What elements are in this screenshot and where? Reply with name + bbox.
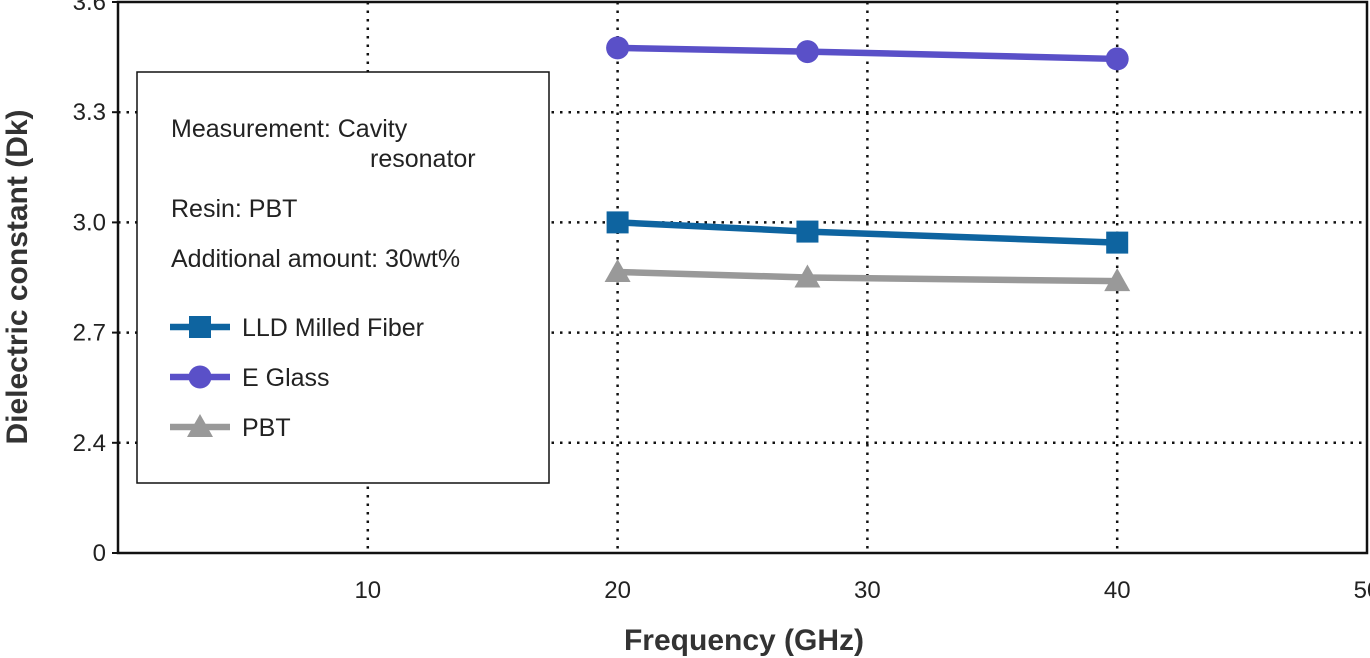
series-0 [606,211,1129,254]
legend: Measurement: Cavity resonator Resin: PBT… [136,71,550,484]
plot-area-frame [116,0,1369,555]
legend-entries: LLD Milled Fiber E Glass PBT [170,314,424,442]
legend-box [136,71,550,484]
y-tick-label-0: 0 [93,540,106,567]
y-axis-title: Dielectric constant (Dk) [1,109,34,444]
legend-note-measurement: Measurement: Cavity [171,115,408,143]
legend-note-resin: Resin: PBT [171,195,297,223]
legend-label-0: LLD Milled Fiber [242,314,424,342]
legend-note-amount: Additional amount: 30wt% [171,245,460,273]
series-2 [604,258,1131,292]
data-point-0-2 [1106,231,1129,254]
data-point-0-1 [796,220,819,243]
x-tick-label-20: 20 [604,577,631,604]
y-tick-label-2.4: 2.4 [73,430,106,457]
data-point-2-1 [794,264,821,288]
data-point-2-0 [604,258,631,282]
legend-note-measurement-cont: resonator [370,145,476,173]
series-line-2 [617,268,1118,285]
x-axis-title: Frequency (GHz) [624,624,864,657]
x-tick-label-40: 40 [1104,577,1131,604]
data-point-0-0 [606,211,629,234]
data-point-1-0 [606,36,630,60]
series-1 [606,36,1129,71]
legend-marker-0 [189,316,211,338]
y-tick-label-3.3: 3.3 [73,99,106,126]
y-axis-ticks: 0 2.4 2.7 3.0 3.3 3.6 [73,0,118,567]
series-layer [604,36,1131,292]
legend-label-1: E Glass [242,364,330,392]
y-tick-label-3.6: 3.6 [73,0,106,16]
x-axis-ticks: 10 20 30 40 50 [354,577,1370,604]
data-point-1-2 [1105,47,1129,71]
data-point-2-2 [1104,268,1131,292]
x-tick-label-30: 30 [854,577,881,604]
legend-marker-2 [187,414,213,437]
x-tick-label-50: 50 [1354,577,1370,604]
y-tick-label-3.0: 3.0 [73,209,106,236]
x-tick-label-10: 10 [354,577,381,604]
y-tick-label-2.7: 2.7 [73,320,106,347]
legend-marker-1 [188,365,212,389]
legend-label-2: PBT [242,414,291,442]
data-point-1-1 [795,40,819,64]
series-line-1 [617,44,1118,63]
